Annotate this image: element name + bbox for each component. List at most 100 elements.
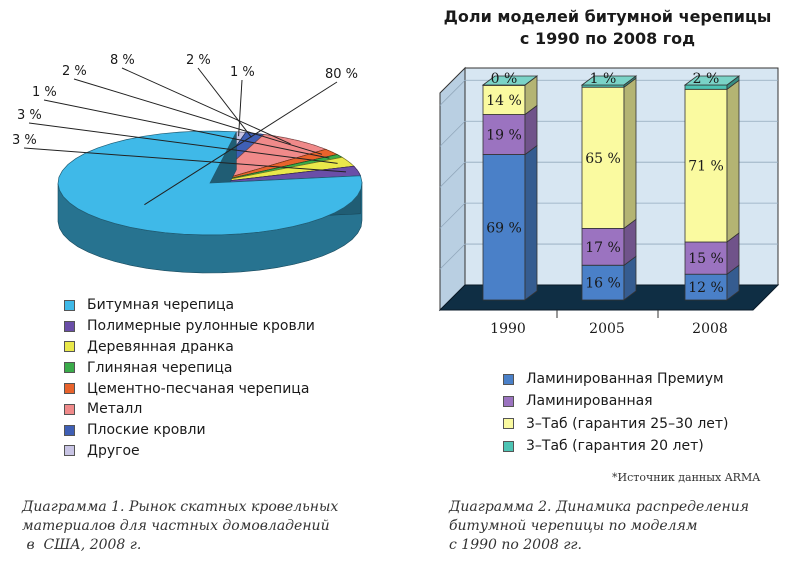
pie-caption-line-2: материалов для частных домовладений xyxy=(22,518,330,534)
pie-data-label: 1 % xyxy=(32,85,57,100)
bar-1990: 69 % 19 % 14 % 0 % xyxy=(481,71,539,301)
pie-leader-line xyxy=(144,81,338,206)
bar-data-label: 17 % xyxy=(585,240,621,256)
pie-data-label: 2 % xyxy=(186,53,211,68)
bar-segment-side xyxy=(726,79,740,243)
bar-top xyxy=(683,75,741,86)
bar-top xyxy=(481,75,539,86)
pie-legend-swatch xyxy=(64,403,75,415)
pie-slice-top xyxy=(57,130,363,236)
bar-data-label: 0 % xyxy=(491,71,518,87)
pie-leader-line xyxy=(121,67,291,145)
bar-legend-swatch xyxy=(503,373,514,385)
pie-legend-item-6: Металл xyxy=(64,399,315,420)
bar-segment xyxy=(684,273,728,301)
pie-legend-item-1: Битумная черепица xyxy=(64,295,315,316)
pie-data-label: 8 % xyxy=(110,53,135,68)
bar-legend-label: Ламинированная xyxy=(526,393,653,410)
pie-legend-item-3: Деревянная дранка xyxy=(64,337,315,358)
pie-caption-line-3: в США, 2008 г. xyxy=(22,537,142,553)
bar-data-label: 16 % xyxy=(585,276,621,292)
bar-legend-label: Ламинированная Премиум xyxy=(526,371,724,388)
bar-segment xyxy=(581,86,625,229)
bar-caption-line-1: Диаграмма 2. Динамика распределения xyxy=(449,499,749,515)
bar-top xyxy=(580,75,638,86)
bar-data-label: 12 % xyxy=(688,280,724,296)
gridline xyxy=(439,202,466,229)
pie-legend-item-5: Цементно-песчаная черепица xyxy=(64,378,315,399)
pie-legend-swatch xyxy=(64,424,75,436)
pie-legend-swatch xyxy=(64,445,75,457)
pie-leader-line xyxy=(73,78,323,155)
gridline xyxy=(439,161,466,188)
bar-segment xyxy=(482,114,526,155)
bar-segment xyxy=(581,264,625,301)
pie-legend-label: Деревянная дранка xyxy=(87,338,234,355)
bar-caption-line-2: битумной черепицы по моделям xyxy=(449,518,698,534)
pie-legend-label: Полимерные рулонные кровли xyxy=(87,318,315,335)
bar-2005: 16 % 17 % 65 % 1 % xyxy=(580,71,638,301)
bar-legend-item-1: Ламинированная Премиум xyxy=(503,368,729,390)
pie-data-label: 3 % xyxy=(17,108,42,123)
pie-legend-item-7: Плоские кровли xyxy=(64,420,315,441)
pie-data-label: 80 % xyxy=(325,67,358,82)
pie-leader-line xyxy=(43,99,330,159)
pie-leader-line xyxy=(23,147,347,173)
bar-data-label: 1 % xyxy=(590,71,617,87)
pie-chart: 80 % 3 % 3 % 1 % 2 % 8 % 2 % 1 % xyxy=(12,53,363,274)
gridline xyxy=(439,80,466,106)
bar-segment xyxy=(684,88,728,243)
bar-legend-item-3: 3–Таб (гарантия 25–30 лет) xyxy=(503,413,729,435)
bar-legend-label: 3–Таб (гарантия 25–30 лет) xyxy=(526,415,729,432)
pie-legend-label: Цементно-песчаная черепица xyxy=(87,380,310,397)
pie-legend-label: Плоские кровли xyxy=(87,422,206,439)
pie-legend-swatch xyxy=(64,320,75,332)
pie-legend-label: Металл xyxy=(87,401,143,418)
bar-legend-label: 3–Таб (гарантия 20 лет) xyxy=(526,438,704,455)
bar-2008: 12 % 15 % 71 % 2 % xyxy=(683,71,741,301)
bar-data-label: 69 % xyxy=(486,220,522,236)
pie-legend-swatch xyxy=(64,362,75,374)
bar-legend-item-2: Ламинированная xyxy=(503,390,729,412)
pie-legend: Битумная черепица Полимерные рулонные кро… xyxy=(64,295,315,461)
bar-segment xyxy=(482,84,526,115)
bar-data-label: 65 % xyxy=(585,151,621,167)
bar-chart-title-line-1: Доли моделей битумной черепицы xyxy=(443,7,772,26)
bar-legend-swatch xyxy=(503,395,514,407)
bar-segment-side xyxy=(524,144,538,301)
bar-segment-side xyxy=(623,77,637,230)
pie-data-label: 1 % xyxy=(230,65,255,80)
pie-legend-swatch xyxy=(64,383,75,395)
pie-leader-line xyxy=(28,122,338,164)
bar-legend: Ламинированная Премиум Ламинированная 3–Та… xyxy=(503,368,729,457)
pie-legend-swatch xyxy=(64,341,75,353)
source-note: *Источник данных ARMA xyxy=(612,471,761,484)
pie-legend-label: Битумная черепица xyxy=(87,297,235,314)
bar-chart-title: Доли моделей битумной черепицы с 1990 по… xyxy=(420,6,795,50)
pie-legend-item-8: Другое xyxy=(64,441,315,462)
bar-data-label: 14 % xyxy=(486,93,522,109)
x-tick-label: 2005 xyxy=(589,321,625,337)
bar-legend-item-4: 3–Таб (гарантия 20 лет) xyxy=(503,435,729,457)
bar-legend-swatch xyxy=(503,440,514,452)
bar-data-label: 15 % xyxy=(688,251,724,267)
gridline xyxy=(439,243,466,270)
pie-legend-item-4: Глиняная черепица xyxy=(64,357,315,378)
plot-side-wall xyxy=(439,66,466,312)
bar-caption: Диаграмма 2. Динамика распределения биту… xyxy=(449,498,749,555)
bar-chart-title-line-2: с 1990 по 2008 год xyxy=(519,29,696,48)
pie-leader-line xyxy=(197,67,252,138)
bar-data-label: 19 % xyxy=(486,128,522,144)
pie-data-label: 3 % xyxy=(12,133,37,148)
pie-slice-top xyxy=(209,154,344,184)
pie-caption-line-1: Диаграмма 1. Рынок скатных кровельных xyxy=(22,499,339,515)
x-tick-label: 1990 xyxy=(490,321,526,337)
bar-data-label: 2 % xyxy=(693,71,720,87)
bar-caption-line-3: с 1990 по 2008 гг. xyxy=(449,537,582,553)
pie-legend-swatch xyxy=(64,299,75,311)
pie-slice-item-1 xyxy=(57,130,363,274)
pie-caption: Диаграмма 1. Рынок скатных кровельных ма… xyxy=(22,498,338,555)
bar-data-label: 71 % xyxy=(688,159,724,175)
bar-legend-swatch xyxy=(503,418,514,430)
